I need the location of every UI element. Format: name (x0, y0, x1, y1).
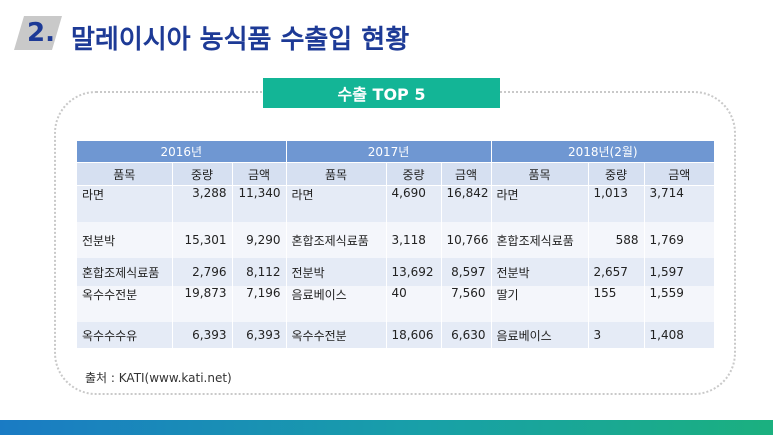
section-label: 수출 TOP 5 (263, 78, 500, 108)
cell-item: 라면 (77, 185, 172, 222)
table-row: 전분박 15,301 9,290 혼합조제식료품 3,118 10,766 혼합… (77, 222, 715, 258)
cell-amount: 6,630 (440, 322, 492, 348)
cell-amount: 9,290 (231, 222, 287, 258)
cell-amount: 1,769 (643, 222, 715, 258)
column-header: 중량 (171, 162, 232, 186)
cell-weight: 155 (587, 286, 645, 322)
column-header: 중량 (385, 162, 442, 186)
year-header: 2016년 (77, 141, 287, 163)
cell-item: 전분박 (490, 258, 589, 286)
cell-item: 옥수수수유 (77, 322, 172, 348)
cell-weight: 1,013 (587, 185, 645, 222)
cell-weight: 15,301 (171, 222, 232, 258)
cell-amount: 1,597 (643, 258, 715, 286)
cell-item: 전분박 (77, 222, 172, 258)
cell-weight: 4,690 (385, 185, 442, 222)
cell-amount: 3,714 (643, 185, 715, 222)
cell-item: 혼합조제식료품 (77, 258, 172, 286)
bottom-gradient-bar (0, 420, 773, 435)
table-row: 혼합조제식료품 2,796 8,112 전분박 13,692 8,597 전분박… (77, 258, 715, 286)
cell-weight: 18,606 (385, 322, 442, 348)
column-header: 중량 (587, 162, 645, 186)
cell-item: 옥수수전분 (285, 322, 387, 348)
column-header-row: 품목 중량 금액 품목 중량 금액 품목 중량 금액 (77, 162, 715, 186)
cell-item: 음료베이스 (490, 322, 589, 348)
cell-amount: 11,340 (231, 185, 287, 222)
cell-amount: 6,393 (231, 322, 287, 348)
cell-weight: 3,288 (171, 185, 232, 222)
section-number: 2. (27, 18, 55, 48)
cell-amount: 8,597 (440, 258, 492, 286)
table-row: 옥수수전분 19,873 7,196 음료베이스 40 7,560 딸기 155… (77, 286, 715, 322)
year-header-row: 2016년 2017년 2018년(2월) (77, 141, 715, 163)
cell-item: 전분박 (285, 258, 387, 286)
cell-weight: 19,873 (171, 286, 232, 322)
page-title: 말레이시아 농식품 수출입 현황 (71, 25, 410, 55)
cell-item: 혼합조제식료품 (490, 222, 589, 258)
column-header: 금액 (231, 162, 287, 186)
cell-amount: 8,112 (231, 258, 287, 286)
year-header: 2018년(2월) (490, 141, 715, 163)
cell-item: 라면 (490, 185, 589, 222)
cell-amount: 10,766 (440, 222, 492, 258)
export-table: 2016년 2017년 2018년(2월) 품목 중량 금액 품목 중량 금액 … (77, 141, 715, 348)
cell-amount: 7,196 (231, 286, 287, 322)
cell-weight: 2,796 (171, 258, 232, 286)
cell-weight: 40 (385, 286, 442, 322)
column-header: 품목 (285, 162, 387, 186)
cell-item: 음료베이스 (285, 286, 387, 322)
table-row: 옥수수수유 6,393 6,393 옥수수전분 18,606 6,630 음료베… (77, 322, 715, 348)
cell-item: 옥수수전분 (77, 286, 172, 322)
cell-item: 혼합조제식료품 (285, 222, 387, 258)
cell-amount: 7,560 (440, 286, 492, 322)
table-row: 라면 3,288 11,340 라면 4,690 16,842 라면 1,013… (77, 185, 715, 222)
column-header: 품목 (490, 162, 589, 186)
column-header: 품목 (77, 162, 172, 186)
cell-item: 라면 (285, 185, 387, 222)
column-header: 금액 (440, 162, 492, 186)
cell-item: 딸기 (490, 286, 589, 322)
cell-weight: 3,118 (385, 222, 442, 258)
cell-weight: 3 (587, 322, 645, 348)
cell-amount: 1,559 (643, 286, 715, 322)
cell-weight: 13,692 (385, 258, 442, 286)
column-header: 금액 (643, 162, 715, 186)
cell-amount: 1,408 (643, 322, 715, 348)
source-note: 출처 : KATI(www.kati.net) (85, 371, 232, 385)
cell-weight: 6,393 (171, 322, 232, 348)
cell-weight: 588 (587, 222, 645, 258)
year-header: 2017년 (285, 141, 492, 163)
cell-weight: 2,657 (587, 258, 645, 286)
cell-amount: 16,842 (440, 185, 492, 222)
